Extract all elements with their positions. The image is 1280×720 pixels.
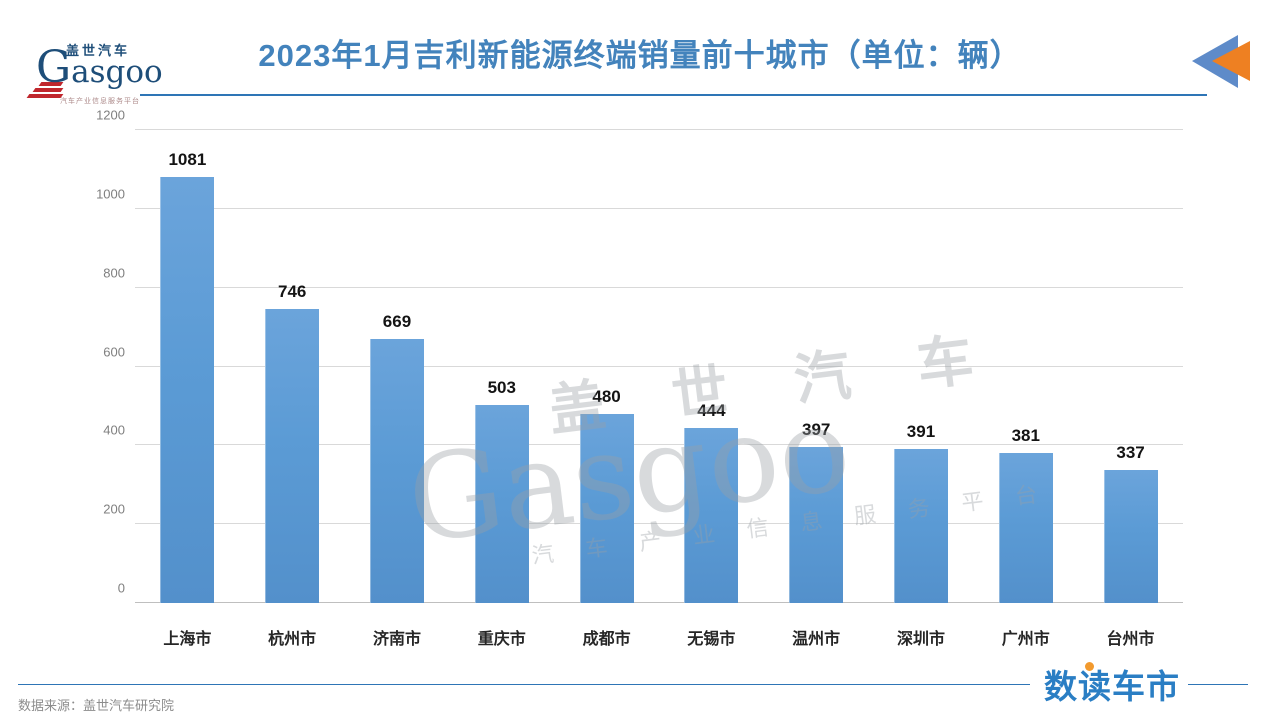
y-axis-labels: 0 200 400 600 800 1000 1200 [83,108,125,603]
bar [998,452,1053,603]
bar [160,176,215,603]
plot-area: 1081 上海市 746 杭州市 669 济南市 503 重庆市 480 成都市 444 无锡市 397… [135,129,1183,648]
gridline [135,365,1183,367]
gasgoo-logo: Gasgoo 盖世汽车 汽车产业信息服务平台 [20,38,163,105]
bar-slot: 381 广州市 [973,130,1078,648]
bar-slot: 669 济南市 [345,130,450,648]
bar-value-label: 480 [592,386,621,406]
bar-value-label: 381 [1011,425,1040,445]
bars: 1081 上海市 746 杭州市 669 济南市 503 重庆市 480 成都市 444 无锡市 397… [135,130,1183,648]
bar-slot: 746 杭州市 [240,130,345,648]
x-axis-label: 温州市 [792,631,841,648]
y-tick-label: 200 [103,501,125,517]
gasgoo-logo-wordmark: Gasgoo [36,42,163,93]
bar-slot: 337 台州市 [1078,130,1183,648]
bar-value-label: 1081 [168,149,207,169]
page-title: 2023年1月吉利新能源终端销量前十城市（单位：辆） [258,38,1022,73]
bar-slot: 397 温州市 [764,130,869,648]
gridline [135,523,1183,525]
triangle-orange [1212,41,1250,81]
gridline [135,207,1183,209]
footer-rule-right [1188,684,1248,685]
bar [1103,470,1158,603]
gasgoo-logo-g: G [36,42,72,93]
bar-value-label: 746 [278,281,307,301]
shuducheshi-logo-text: 数读车市 [1044,668,1180,705]
gasgoo-logo-cn: 盖世汽车 [66,43,131,58]
bar-slot: 444 无锡市 [659,130,764,648]
y-tick-label: 400 [103,422,125,438]
data-source-note: 数据来源：盖世汽车研究院 [18,698,175,713]
gasgoo-logo-tagline: 汽车产业信息服务平台 [60,98,140,105]
bar-value-label: 669 [382,312,412,332]
bar-slot: 503 重庆市 [449,130,554,648]
bar-value-label: 397 [801,419,831,439]
x-axis-label: 上海市 [163,631,212,648]
bar [369,339,424,603]
bar-slot: 1081 上海市 [135,130,240,648]
gridline [135,602,1183,603]
bar [579,413,634,603]
x-axis-label: 重庆市 [477,631,526,648]
title-underline [140,94,1207,96]
x-axis-label: 成都市 [582,631,631,648]
x-axis-label: 深圳市 [896,631,945,648]
bar [893,448,948,603]
bar [474,404,529,603]
bar-slot: 391 深圳市 [869,130,974,648]
bar [265,308,320,603]
x-axis-label: 济南市 [372,631,421,648]
double-triangle-icon [1192,35,1250,88]
footer-rule-left [18,684,1030,685]
gridline [135,129,1183,130]
y-tick-label: 600 [103,344,125,359]
bar-value-label: 337 [1116,443,1145,463]
gridline [135,444,1183,446]
y-tick-label: 0 [117,580,125,596]
y-tick-label: 800 [103,265,125,281]
shuducheshi-orange-dot-icon [1085,662,1094,671]
x-axis-label: 台州市 [1106,631,1155,648]
bar-value-label: 503 [487,377,516,397]
bar-slot: 480 成都市 [554,130,659,648]
x-axis-label: 广州市 [1001,631,1050,648]
bar [684,428,739,603]
y-tick-label: 1000 [96,186,125,202]
bar-value-label: 391 [906,421,936,441]
bar [789,446,844,603]
bar-value-label: 444 [697,401,726,420]
y-tick-label: 1200 [96,107,125,123]
gridline [135,286,1183,288]
shuducheshi-logo: 数读车市 [1044,660,1180,705]
x-axis-label: 杭州市 [268,631,317,648]
x-axis-label: 无锡市 [687,631,736,648]
